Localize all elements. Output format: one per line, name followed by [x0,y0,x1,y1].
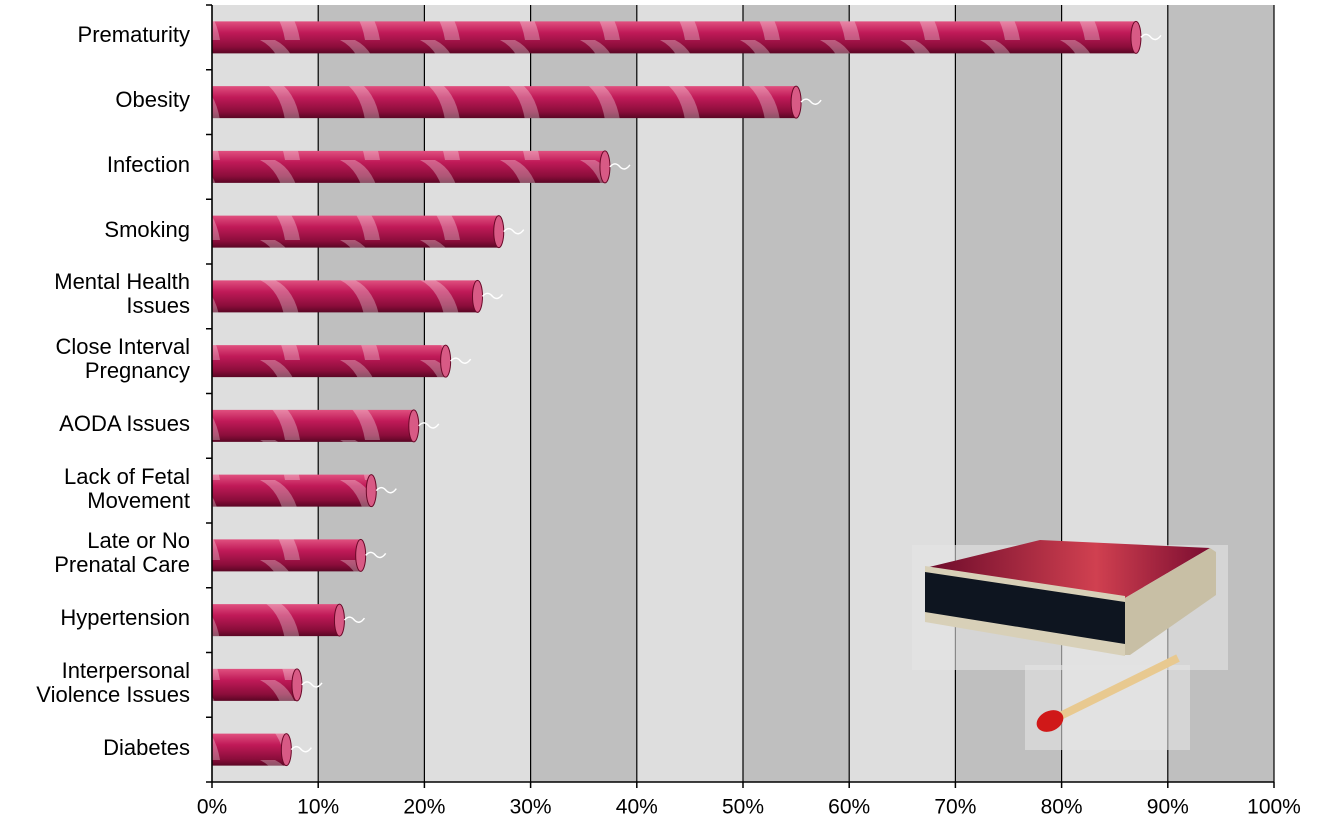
fuse [800,98,822,105]
match-stick [1046,654,1180,726]
x-tick-label: 20% [403,796,445,819]
y-tick-label: Interpersonal Violence Issues [36,657,190,707]
y-tick-label: Mental Health Issues [54,269,190,319]
fuse [450,357,472,364]
box-edge [925,612,1125,656]
box-side [1125,548,1216,655]
column-band [743,5,850,782]
column-band [424,5,531,782]
fuse [343,616,366,623]
x-tick-label: 70% [934,796,976,819]
bar-stripes [212,474,372,507]
bar-cap [291,668,303,702]
box-front [925,568,1125,655]
fuse [301,681,323,688]
bar-stripes [212,733,287,766]
x-tick-label: 60% [828,796,870,819]
x-tick-label: 50% [722,796,764,819]
y-tick-label: Diabetes [103,734,190,760]
bar-stripes [212,539,361,572]
y-tick-label: Close Interval Pregnancy [55,334,190,384]
column-band [530,5,637,782]
bar-cap [1130,20,1142,54]
fuse [1140,33,1162,41]
illustration-backdrop [1025,665,1190,750]
y-tick-label: Smoking [104,216,190,242]
bars [212,20,1162,767]
fuse [290,745,312,753]
x-tick-label: 100% [1247,796,1301,819]
bar-cap [493,215,505,249]
bar-stripes [212,215,499,248]
bar-stripes [212,21,1136,54]
bar-stripes [212,409,414,442]
x-tick-label: 0% [197,796,227,819]
fuse [503,227,525,235]
fuse [418,422,440,429]
y-tick-label: Late or No Prenatal Care [54,528,190,578]
box-edge [925,566,1125,602]
bar-stripes [212,345,446,378]
fuse [375,486,397,494]
x-tick-label: 30% [510,796,552,819]
y-tick-label: AODA Issues [59,410,190,436]
x-tick-label: 80% [1041,796,1083,819]
fuse [365,551,387,559]
y-tick-label: Hypertension [60,605,190,631]
x-tick-label: 10% [297,796,339,819]
bar-stripes [212,86,797,119]
y-tick-label: Lack of Fetal Movement [64,463,190,513]
bar-cap [440,344,452,378]
bar-cap [599,150,611,184]
bar-stripes [212,668,297,701]
matchbox-illustration [912,540,1228,750]
y-tick-label: Obesity [115,87,190,113]
bar-cap [790,85,802,119]
y-tick-label: Prematurity [77,22,190,48]
bar-cap [408,409,420,443]
x-tick-label: 90% [1147,796,1189,819]
bar-cap [333,603,345,637]
bar-cap [355,538,367,572]
column-band [318,5,425,782]
column-band [636,5,743,782]
box-top [925,540,1210,598]
bar-stripes [212,604,340,637]
fuse [481,292,504,300]
bar-cap [472,279,483,313]
x-tick-label: 40% [616,796,658,819]
y-tick-label: Infection [106,151,190,177]
bar-cap [365,474,377,508]
bar-stripes [212,280,478,313]
bar-stripes [212,150,605,183]
bar-cap [280,733,292,767]
column-band [212,5,319,782]
fuse [609,163,631,170]
axes: 0% 10% 20% 30% 40% 50% 60% 70% 80% 90% 100% [197,4,1301,819]
match-head [1036,710,1064,732]
